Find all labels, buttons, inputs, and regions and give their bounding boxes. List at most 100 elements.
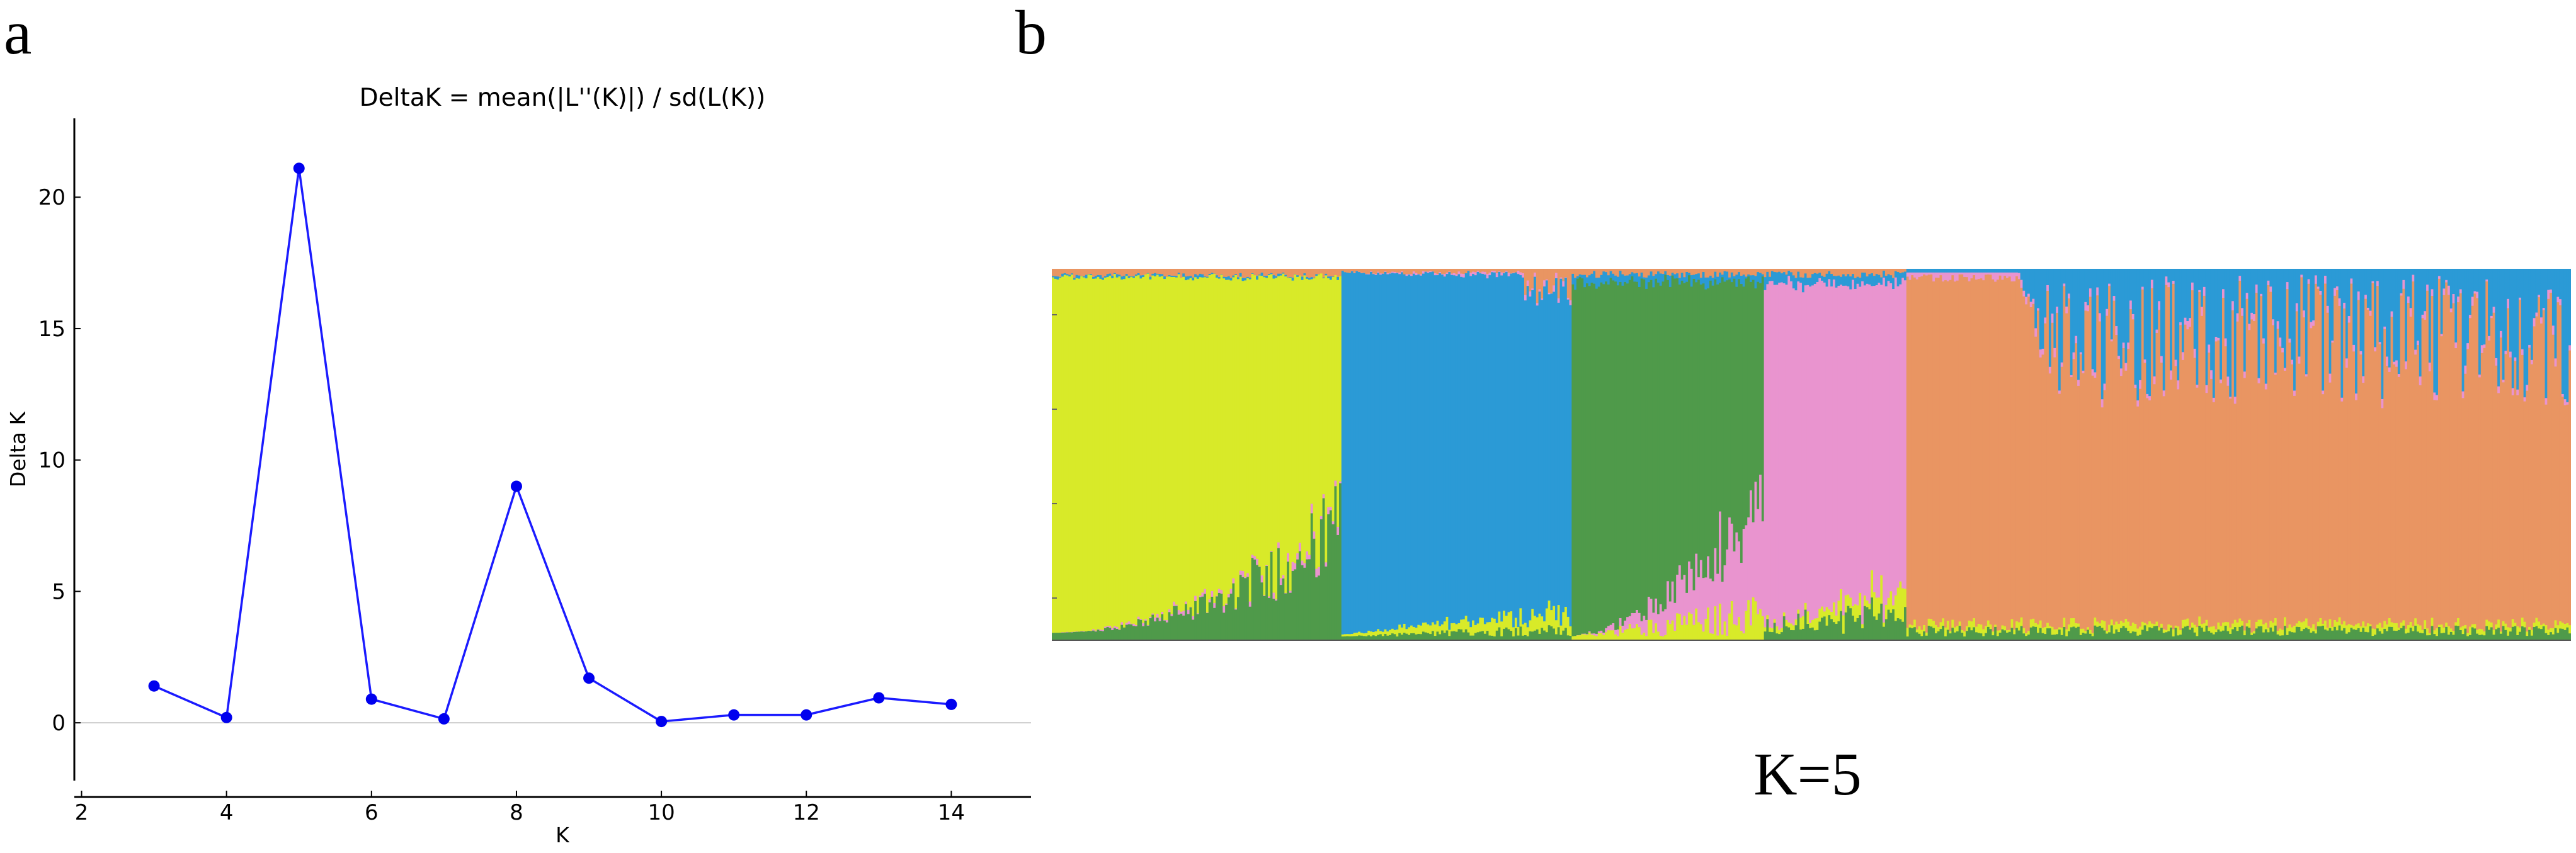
admixture-bar-segment	[1403, 633, 1406, 640]
admixture-bar-segment	[2307, 283, 2311, 626]
admixture-bar-segment	[1367, 269, 1371, 274]
admixture-bar-segment	[1457, 623, 1461, 630]
admixture-bar-segment	[1151, 273, 1154, 276]
admixture-bar-segment	[1852, 269, 1855, 274]
admixture-bar-segment	[1068, 274, 1071, 277]
admixture-bar-segment	[2243, 378, 2247, 631]
admixture-bar-segment	[1640, 635, 1644, 640]
admixture-bar-segment	[1056, 269, 1059, 277]
admixture-bar-segment	[1205, 613, 1209, 640]
admixture-bar-segment	[1216, 596, 1219, 640]
admixture-bar-segment	[1554, 620, 1558, 635]
admixture-bar-segment	[2461, 626, 2465, 635]
admixture-bar-segment	[2319, 618, 2322, 627]
admixture-bar-segment	[1391, 273, 1394, 630]
admixture-bar-segment	[1379, 631, 1382, 635]
admixture-bar-segment	[1246, 573, 1250, 577]
admixture-bar-segment	[2419, 633, 2422, 640]
admixture-bar-segment	[1745, 269, 1748, 277]
admixture-bar-segment	[1234, 274, 1238, 276]
admixture-bar-segment	[1837, 621, 1840, 640]
admixture-bar-segment	[2547, 298, 2550, 630]
admixture-bar-segment	[1638, 276, 1641, 288]
admixture-bar-segment	[1738, 269, 1741, 273]
admixture-bar-segment	[1655, 623, 1658, 640]
admixture-bar-segment	[2172, 269, 2175, 281]
admixture-bar-segment	[1500, 269, 1503, 273]
admixture-bar-segment	[1668, 269, 1672, 276]
admixture-bar-segment	[2440, 336, 2444, 625]
admixture-bar-segment	[2112, 269, 2116, 297]
admixture-bar-segment	[1526, 269, 1530, 281]
admixture-bar-segment	[2179, 630, 2182, 635]
admixture-bar-segment	[1880, 277, 1883, 285]
admixture-bar-segment	[1980, 278, 1983, 625]
admixture-bar-segment	[1975, 269, 1978, 273]
admixture-bar-segment	[1863, 269, 1867, 273]
admixture-bar-segment	[1697, 269, 1701, 274]
admixture-bar-segment	[1655, 278, 1658, 599]
admixture-bar-segment	[2136, 269, 2140, 401]
admixture-bar-segment	[1968, 281, 1971, 621]
admixture-bar-segment	[2272, 319, 2275, 325]
admixture-bar-segment	[1486, 278, 1490, 623]
admixture-bar-segment	[1289, 269, 1292, 278]
admixture-bar-segment	[1709, 269, 1713, 276]
admixture-bar-segment	[2217, 337, 2220, 341]
admixture-bar-segment	[1597, 286, 1601, 632]
admixture-bar-segment	[2419, 269, 2422, 377]
admixture-bar-segment	[2179, 322, 2182, 325]
admixture-bar-segment	[1799, 618, 1803, 630]
admixture-bar-segment	[2335, 286, 2339, 291]
admixture-bar-segment	[1595, 636, 1599, 640]
admixture-bar-segment	[2184, 317, 2187, 325]
admixture-bar-segment	[1196, 613, 1200, 614]
admixture-bar-segment	[1624, 281, 1627, 621]
admixture-bar-segment	[1187, 276, 1190, 280]
admixture-bar-segment	[1545, 608, 1549, 633]
admixture-bar-segment	[1661, 281, 1665, 612]
admixture-bar-segment	[2542, 623, 2546, 627]
admixture-bar-segment	[1514, 628, 1518, 640]
admixture-bar-segment	[1196, 278, 1200, 614]
admixture-bar-segment	[2015, 621, 2019, 628]
admixture-bar-segment	[2162, 629, 2166, 633]
admixture-bar-segment	[1764, 627, 1767, 632]
admixture-bar-segment	[2369, 310, 2373, 317]
admixture-bar-segment	[2393, 361, 2396, 365]
admixture-bar-segment	[2334, 626, 2337, 640]
admixture-bar-segment	[2350, 269, 2353, 279]
admixture-bar-segment	[1303, 567, 1306, 640]
admixture-bar-segment	[1275, 278, 1278, 600]
admixture-bar-segment	[1913, 277, 1917, 620]
admixture-bar-segment	[2094, 617, 2097, 626]
admixture-bar-segment	[2068, 624, 2071, 631]
admixture-bar-segment	[1213, 602, 1216, 609]
admixture-bar-segment	[1986, 269, 1990, 273]
admixture-bar-segment	[1659, 604, 1663, 636]
admixture-bar-segment	[2424, 311, 2427, 320]
admixture-bar-segment	[1310, 279, 1314, 504]
admixture-bar-segment	[1994, 269, 1997, 273]
admixture-bar-segment	[2428, 269, 2432, 363]
admixture-bar-segment	[1272, 275, 1275, 279]
admixture-bar-segment	[2437, 627, 2441, 640]
admixture-bar-segment	[2538, 628, 2541, 640]
admixture-bar-segment	[1925, 632, 1929, 636]
admixture-bar-segment	[1559, 277, 1563, 280]
admixture-bar-segment	[2369, 626, 2373, 640]
admixture-bar-segment	[1439, 634, 1442, 640]
admixture-bar-segment	[1951, 619, 1954, 628]
admixture-bar-segment	[2272, 325, 2275, 623]
admixture-bar-segment	[2400, 622, 2403, 629]
admixture-bar-segment	[1448, 636, 1451, 640]
admixture-bar-segment	[2001, 272, 2004, 280]
admixture-bar-segment	[2409, 308, 2413, 317]
admixture-bar-segment	[2322, 623, 2325, 626]
admixture-bar-segment	[2393, 269, 2396, 363]
admixture-bar-segment	[2502, 626, 2505, 640]
admixture-bar-segment	[1778, 269, 1781, 272]
admixture-bar-segment	[1664, 269, 1667, 272]
admixture-bar-segment	[1835, 276, 1838, 288]
admixture-bar-segment	[1806, 278, 1809, 286]
